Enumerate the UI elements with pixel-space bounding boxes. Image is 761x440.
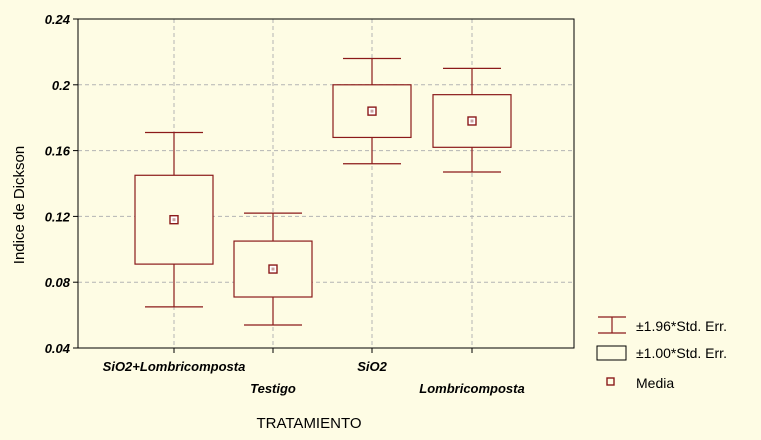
y-tick-label: 0.04 <box>45 341 71 356</box>
legend-whisker-symbol <box>598 316 626 334</box>
box-group <box>432 67 512 173</box>
legend-label-1-00-se: ±1.00*Std. Err. <box>636 345 727 361</box>
box-group <box>233 212 313 326</box>
legend-mean-symbol <box>606 377 615 386</box>
x-category-label: SiO2+Lombricomposta <box>103 359 246 374</box>
y-tick-label: 0.24 <box>45 12 71 27</box>
mean-marker-center <box>370 109 374 113</box>
x-category-label: SiO2 <box>357 359 387 374</box>
legend: ±1.96*Std. Err. ±1.00*Std. Err. Media <box>596 316 727 391</box>
mean-marker-center <box>470 119 474 123</box>
x-category-label: Testigo <box>250 381 296 396</box>
x-axis-label: TRATAMIENTO <box>257 415 362 432</box>
y-axis-label: Indice de Dickson <box>11 146 28 264</box>
mean-marker-center <box>271 267 275 271</box>
legend-label-1-96-se: ±1.96*Std. Err. <box>636 318 727 334</box>
y-tick-label: 0.16 <box>45 144 71 159</box>
y-tick-label: 0.08 <box>45 275 71 290</box>
legend-box-symbol <box>596 345 627 361</box>
y-tick-label: 0.2 <box>52 78 71 93</box>
y-axis-ticks: 0.04 0.08 0.12 0.16 0.2 0.24 <box>45 12 78 356</box>
box-group <box>332 57 412 165</box>
plot-area-frame <box>77 18 575 349</box>
y-tick-label: 0.12 <box>45 209 71 224</box>
legend-label-media: Media <box>636 375 674 391</box>
box-group <box>134 131 214 308</box>
mean-marker-center <box>172 218 176 222</box>
box-series <box>134 57 512 326</box>
x-category-label: Lombricomposta <box>419 381 524 396</box>
x-axis-ticks: SiO2+Lombricomposta Testigo SiO2 Lombricomp… <box>103 348 525 396</box>
